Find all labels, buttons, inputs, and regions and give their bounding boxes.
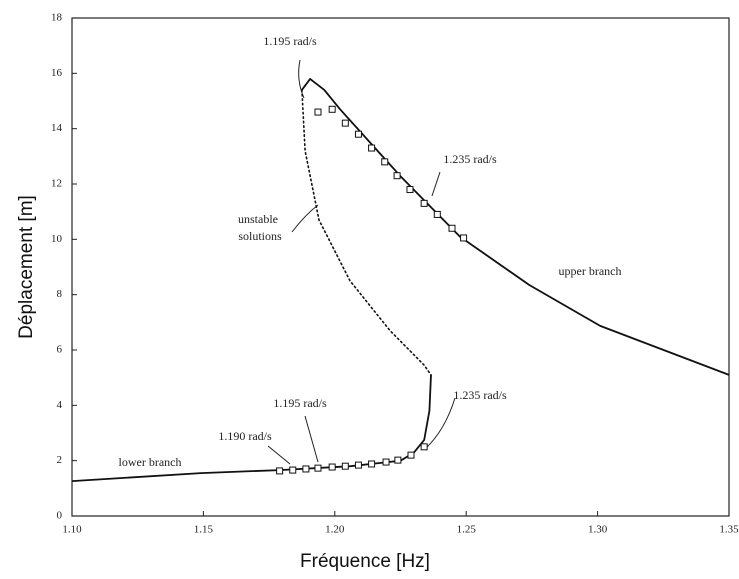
marker xyxy=(276,467,284,475)
y-tick-label: 4 xyxy=(57,399,63,411)
marker xyxy=(354,461,362,469)
y-tick-label: 18 xyxy=(51,12,63,24)
marker xyxy=(368,460,376,468)
annotation: 1.235 rad/s xyxy=(443,152,497,166)
x-tick-label: 1.20 xyxy=(325,524,345,536)
marker xyxy=(433,210,441,218)
annotation: lower branch xyxy=(119,455,182,469)
marker xyxy=(393,172,401,180)
y-tick-label: 8 xyxy=(57,288,63,300)
annotation: 1.190 rad/s xyxy=(218,429,272,443)
marker xyxy=(460,234,468,242)
y-tick-label: 16 xyxy=(51,67,63,79)
annotation: upper branch xyxy=(559,264,622,278)
arrow xyxy=(304,415,319,463)
marker xyxy=(368,144,376,152)
y-tick-label: 10 xyxy=(51,233,63,245)
marker xyxy=(289,466,297,474)
annotation: unstable xyxy=(238,212,278,226)
annotation: 1.235 rad/s xyxy=(453,388,507,402)
marker xyxy=(314,108,322,116)
marker xyxy=(328,463,336,471)
marker xyxy=(382,458,390,466)
arrow xyxy=(431,171,441,197)
arrow xyxy=(291,204,319,233)
marker xyxy=(354,130,362,138)
marker xyxy=(420,443,428,451)
x-tick-label: 1.10 xyxy=(62,524,82,536)
marker xyxy=(328,105,336,113)
annotation: 1.195 rad/s xyxy=(263,34,317,48)
y-axis-label: Déplacement [m] xyxy=(16,195,37,339)
marker xyxy=(448,224,456,232)
plot-frame xyxy=(71,17,730,517)
marker xyxy=(314,464,322,472)
arrow xyxy=(298,59,305,99)
y-tick-label: 6 xyxy=(57,344,63,356)
marker xyxy=(420,199,428,207)
annotation: 1.195 rad/s xyxy=(273,396,327,410)
marker xyxy=(341,119,349,127)
x-tick-label: 1.30 xyxy=(588,524,608,536)
x-axis-label: Fréquence [Hz] xyxy=(300,551,430,572)
y-tick-label: 2 xyxy=(57,454,63,466)
y-tick-label: 0 xyxy=(57,510,63,522)
x-tick-label: 1.35 xyxy=(719,524,739,536)
marker xyxy=(302,465,310,473)
annotation: solutions xyxy=(238,229,282,243)
marker xyxy=(394,456,402,464)
branch-curve xyxy=(301,78,730,376)
arrow xyxy=(267,445,291,465)
marker xyxy=(381,158,389,166)
x-tick-label: 1.25 xyxy=(457,524,477,536)
marker xyxy=(341,462,349,470)
unstable-curve xyxy=(301,89,432,376)
marker xyxy=(407,451,415,459)
y-tick-label: 14 xyxy=(51,122,63,134)
y-tick-label: 12 xyxy=(51,178,62,190)
marker xyxy=(406,186,414,194)
x-tick-label: 1.15 xyxy=(194,524,214,536)
arrow xyxy=(425,397,456,449)
arrows xyxy=(267,59,456,465)
